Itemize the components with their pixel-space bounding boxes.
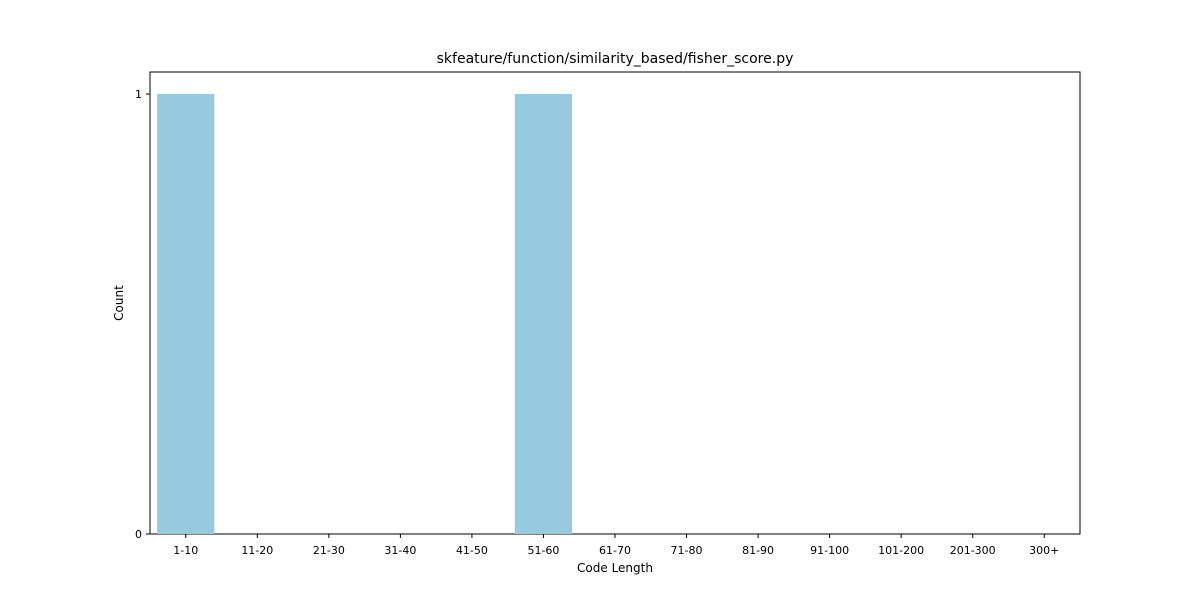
- chart-title: skfeature/function/similarity_based/fish…: [437, 51, 794, 67]
- x-tick-label: 71-80: [671, 544, 703, 557]
- x-tick-label: 21-30: [313, 544, 345, 557]
- x-tick-label: 51-60: [527, 544, 559, 557]
- y-tick-label: 1: [135, 88, 142, 101]
- x-tick-label: 300+: [1029, 544, 1059, 557]
- x-tick-label: 101-200: [878, 544, 924, 557]
- bar-51-60: [514, 94, 573, 534]
- x-tick-label: 41-50: [456, 544, 488, 557]
- x-tick-label: 31-40: [384, 544, 416, 557]
- x-tick-label: 61-70: [599, 544, 631, 557]
- x-axis-label: Code Length: [577, 561, 653, 575]
- x-tick-label: 81-90: [742, 544, 774, 557]
- x-tick-label: 1-10: [173, 544, 198, 557]
- x-tick-label: 11-20: [241, 544, 273, 557]
- y-tick-label: 0: [135, 528, 142, 541]
- plot-area: [149, 71, 1081, 535]
- x-tick-label: 201-300: [950, 544, 996, 557]
- y-axis-label: Count: [112, 285, 126, 321]
- bar-1-10: [157, 94, 215, 534]
- x-tick-label: 91-100: [810, 544, 849, 557]
